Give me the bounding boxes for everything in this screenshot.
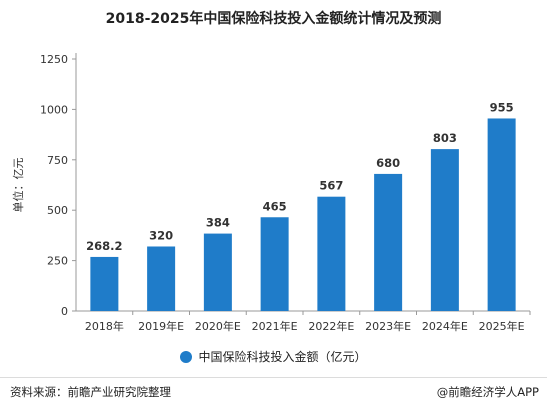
y-tick-label: 750 bbox=[47, 154, 68, 167]
bar bbox=[260, 217, 289, 311]
x-axis: 2018年 2019年E 2020年E 2021年E 2022年E 2023年E 2024年… bbox=[76, 310, 531, 333]
y-axis: 0 250 500 750 1000 1250 bbox=[40, 53, 77, 318]
bar bbox=[317, 196, 346, 311]
data-label: 680 bbox=[376, 156, 400, 170]
footer-divider bbox=[0, 377, 547, 378]
y-tick-label: 0 bbox=[61, 305, 68, 318]
data-label: 268.2 bbox=[86, 239, 122, 253]
legend-swatch bbox=[180, 351, 193, 363]
bar bbox=[90, 256, 119, 311]
x-tick-label: 2019年E bbox=[138, 319, 184, 333]
bar bbox=[147, 246, 176, 311]
x-tick-label: 2025年E bbox=[479, 319, 525, 333]
x-tick-label: 2021年E bbox=[252, 319, 298, 333]
y-tick-label: 1250 bbox=[40, 53, 68, 66]
legend-label: 中国保险科技投入金额（亿元） bbox=[198, 350, 367, 364]
x-tick-label: 2023年E bbox=[365, 319, 411, 333]
legend: 中国保险科技投入金额（亿元） bbox=[0, 348, 547, 365]
data-label: 803 bbox=[433, 131, 457, 145]
source-note: 资料来源：前瞻产业研究院整理 bbox=[10, 385, 171, 399]
bar bbox=[203, 233, 232, 311]
data-label: 567 bbox=[319, 179, 343, 193]
bar bbox=[430, 149, 459, 311]
y-tick-label: 250 bbox=[47, 255, 68, 268]
x-tick-label: 2024年E bbox=[422, 319, 468, 333]
data-labels: 268.2 320 384 465 567 680 803 955 bbox=[86, 100, 513, 252]
data-label: 955 bbox=[490, 100, 514, 114]
data-label: 320 bbox=[149, 228, 173, 242]
x-tick-label: 2020年E bbox=[195, 319, 241, 333]
y-tick-label: 500 bbox=[47, 204, 68, 217]
y-axis-label: 单位：亿元 bbox=[11, 158, 25, 213]
data-label: 465 bbox=[263, 199, 287, 213]
bars bbox=[90, 118, 516, 311]
x-tick-label: 2018年 bbox=[85, 319, 124, 333]
bar bbox=[374, 173, 403, 311]
chart-title: 2018-2025年中国保险科技投入金额统计情况及预测 bbox=[105, 11, 442, 27]
y-tick-label: 1000 bbox=[40, 103, 68, 116]
x-tick-label: 2022年E bbox=[308, 319, 354, 333]
bar bbox=[487, 118, 516, 311]
data-label: 384 bbox=[206, 216, 230, 230]
credit-note: @前瞻经济学人APP bbox=[436, 385, 539, 399]
